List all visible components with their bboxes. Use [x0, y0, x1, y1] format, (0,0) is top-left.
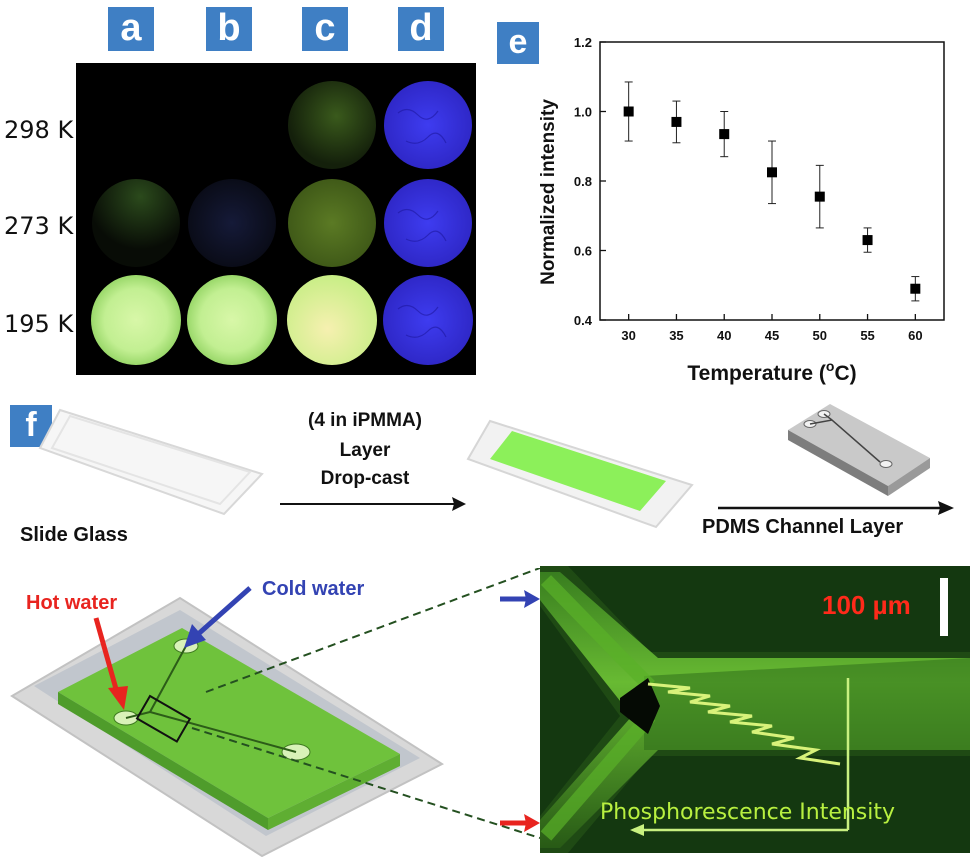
disc-d-298 [384, 81, 472, 169]
intensity-temperature-chart: 30 35 40 45 50 55 60 0.4 0.6 0.8 1.0 1.2 Normalized… [538, 35, 945, 385]
disc-d-195 [383, 275, 473, 365]
row-label-298: 298 K [4, 116, 74, 144]
x-tick-label: 55 [860, 328, 874, 343]
x-tick-label: 60 [908, 328, 922, 343]
disc-a-195 [91, 275, 181, 365]
x-tick-label: 45 [765, 328, 779, 343]
y-tick-label: 0.8 [574, 174, 592, 189]
step-text-3: Drop-cast [320, 468, 410, 489]
y-tick-label: 1.0 [574, 105, 592, 120]
coated-glass-illustration [466, 419, 694, 529]
inlet-arrow-blue [500, 590, 540, 608]
data-point [767, 167, 777, 178]
arrow-right-2 [718, 501, 954, 515]
x-tick-label: 30 [621, 328, 635, 343]
row-label-273: 273 K [4, 212, 74, 240]
luminescence-photo-grid [76, 63, 476, 375]
step-text-1: (4 in iPMMA) [308, 410, 422, 431]
slide-glass-label: Slide Glass [20, 524, 128, 546]
phosphorescence-label: Phosphorescence Intensity [600, 800, 896, 825]
disc-b-273 [188, 179, 276, 267]
panel-label-c: c [302, 7, 348, 51]
data-point [671, 116, 682, 127]
x-tick-label: 50 [813, 328, 827, 343]
phosphorescence-micrograph [540, 566, 970, 853]
data-point [814, 191, 825, 202]
scale-bar-label: 100 µm [822, 590, 911, 620]
disc-c-195 [287, 275, 377, 365]
panel-label-e: e [497, 22, 539, 64]
row-label-195: 195 K [4, 310, 74, 338]
pdms-chip-illustration [788, 404, 930, 496]
y-tick-label: 1.2 [574, 35, 592, 50]
hot-water-label: Hot water [26, 592, 118, 614]
step-text-2: Layer [339, 440, 391, 461]
cold-water-label: Cold water [262, 578, 365, 600]
data-point [623, 106, 634, 117]
disc-a-273 [92, 179, 180, 267]
arrow-right-1 [280, 497, 466, 511]
data-point [719, 129, 730, 140]
disc-b-195 [187, 275, 277, 365]
inlet-arrow-red [500, 814, 540, 832]
x-tick-label: 35 [669, 328, 683, 343]
x-axis-label: Temperature (oC) [687, 358, 856, 385]
data-point [910, 283, 921, 294]
y-axis-label: Normalized intensity [538, 99, 559, 285]
disc-d-273 [384, 179, 472, 267]
panel-label-b: b [206, 7, 252, 51]
disc-c-298 [288, 81, 376, 169]
panel-label-d: d [398, 7, 444, 51]
device-illustration [10, 568, 541, 857]
y-tick-label: 0.6 [574, 244, 592, 259]
data-point [862, 235, 873, 246]
slide-glass-illustration [38, 408, 264, 516]
panel-label-a: a [108, 7, 154, 51]
y-tick-label: 0.4 [574, 313, 593, 328]
x-tick-label: 40 [717, 328, 731, 343]
pdms-label: PDMS Channel Layer [702, 516, 904, 538]
disc-c-273 [288, 179, 376, 267]
